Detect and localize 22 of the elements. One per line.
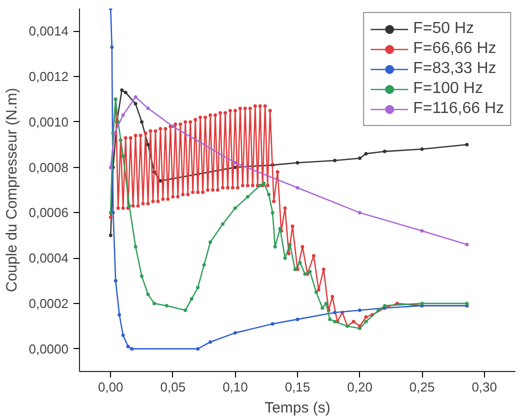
y-tick-label: 0,0010	[28, 114, 69, 130]
x-tick-label: 0,05	[160, 380, 186, 394]
legend-label: F=100 Hz	[413, 80, 483, 98]
y-tick-label: 0,0004	[28, 250, 69, 266]
y-tick-label: 0,0014	[28, 24, 69, 39]
legend-label: F=66,66 Hz	[413, 40, 496, 58]
y-tick-label: 0,0008	[28, 160, 69, 175]
y-tick-label: 0,0002	[28, 296, 69, 311]
legend-label: F=50 Hz	[413, 20, 474, 38]
legend-label: F=116,66 Hz	[413, 100, 504, 118]
y-tick-label: 0,0006	[28, 205, 69, 220]
y-axis-title: Couple du Compresseur (N.m)	[4, 88, 21, 292]
x-axis-title: Temps (s)	[264, 400, 330, 416]
x-tick-label: 0,15	[284, 380, 310, 394]
x-tick-label: 0,10	[222, 380, 248, 394]
x-tick-label: 0,25	[409, 380, 435, 394]
x-tick-label: 0,30	[472, 380, 498, 394]
y-tick-label: 0,0000	[28, 341, 69, 356]
x-tick-label: 0,20	[347, 380, 372, 394]
legend-label: F=83,33 Hz	[413, 60, 496, 78]
x-tick-label: 0,00	[98, 380, 124, 394]
y-tick-label: 0,0012	[28, 69, 69, 84]
